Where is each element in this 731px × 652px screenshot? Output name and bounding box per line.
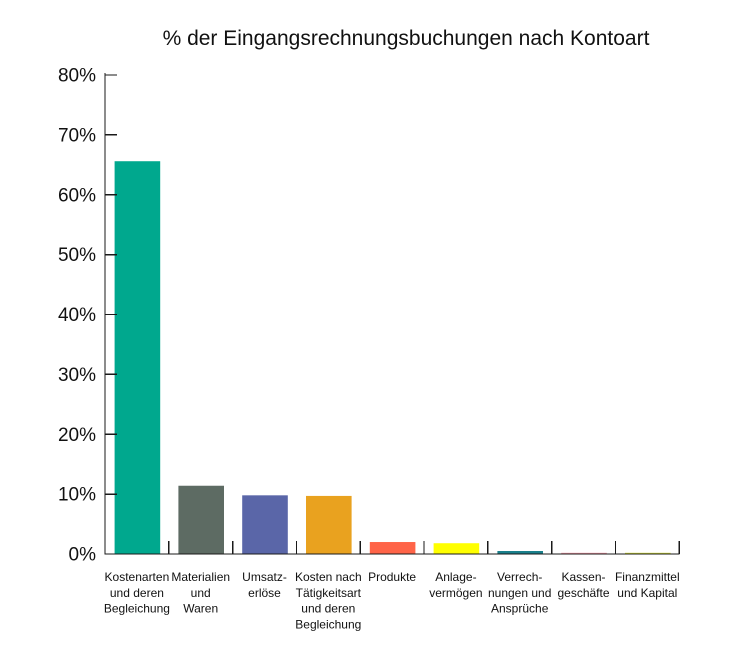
y-tick-label: 50%	[58, 245, 96, 266]
y-tick-label: 60%	[58, 185, 96, 206]
category-label-line: Ansprüche	[491, 602, 549, 616]
y-tick-label: 20%	[58, 425, 96, 446]
category-label-line: Produkte	[368, 570, 416, 584]
category-label-line: nungen und	[488, 586, 551, 600]
category-label-line: geschäfte	[557, 586, 609, 600]
category-label-line: Kostenarten	[105, 570, 170, 584]
y-tick-label: 0%	[69, 545, 97, 566]
x-axis-ticks	[168, 541, 680, 554]
bars-group	[114, 161, 671, 554]
y-tick-label: 70%	[58, 125, 96, 146]
category-label-line: vermögen	[429, 586, 482, 600]
bar-5	[369, 542, 416, 554]
category-label: Kostenarten und deren Begleichung	[104, 570, 170, 616]
category-label-line: Kosten nach	[295, 570, 362, 584]
category-label-line: und deren	[110, 586, 164, 600]
category-label: Finanzmittel und Kapital	[615, 570, 680, 600]
bar-4	[306, 495, 352, 554]
category-label: Kassen-geschäfte	[557, 570, 609, 600]
y-tick-label: 80%	[58, 66, 96, 87]
bar-7	[497, 551, 543, 554]
category-label-line: Anlage-	[435, 570, 476, 584]
category-label-line: und deren	[301, 602, 355, 616]
category-label-line: Begleichung	[104, 602, 170, 616]
category-label: Anlage-vermögen	[429, 570, 482, 600]
category-label-line: und	[191, 586, 211, 600]
category-label: Kosten nach Tätigkeitsart und derenBegleic…	[295, 570, 362, 631]
category-label: Materialien und Waren	[171, 570, 230, 616]
category-label-line: und Kapital	[617, 586, 677, 600]
category-label-line: Begleichung	[295, 617, 361, 631]
category-label-line: Waren	[183, 602, 218, 616]
category-label-line: Tätigkeitsart	[296, 586, 362, 600]
bar-6	[433, 543, 480, 554]
category-label-line: Verrech-	[497, 570, 542, 584]
category-label: Produkte	[368, 570, 416, 584]
y-axis-ticks: 0% 10% 20% 30% 40% 50% 60% 70% 80%	[58, 66, 117, 566]
y-tick-label: 10%	[58, 485, 96, 506]
bar-1	[114, 161, 161, 554]
chart-title: % der Eingangsrechnungsbuchungen nach Ko…	[163, 27, 650, 50]
category-label: Verrech-nungen und Ansprüche	[488, 570, 551, 616]
y-tick-label: 30%	[58, 365, 96, 386]
category-label-line: Materialien	[171, 570, 230, 584]
category-label-line: Umsatz-	[242, 570, 287, 584]
category-label: Umsatz-erlöse	[242, 570, 287, 600]
bar-3	[242, 495, 288, 554]
category-label-line: Kassen-	[561, 570, 605, 584]
category-label-line: erlöse	[248, 586, 281, 600]
category-label-line: Finanzmittel	[615, 570, 680, 584]
y-tick-label: 40%	[58, 305, 96, 326]
bar-2	[178, 485, 224, 554]
